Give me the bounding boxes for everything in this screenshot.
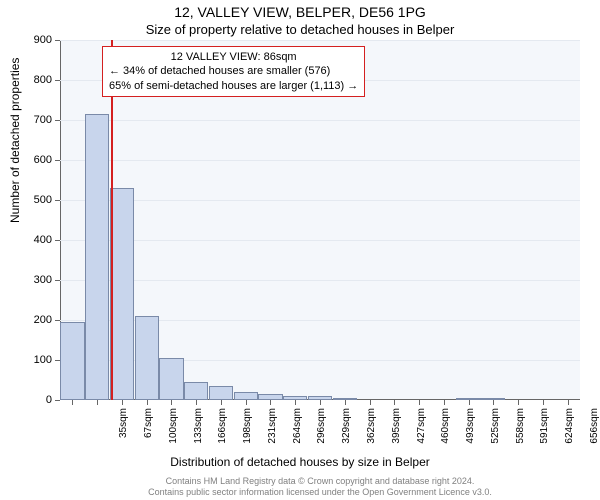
x-tick-label: 296sqm [316,408,327,458]
annotation-callout: 12 VALLEY VIEW: 86sqm← 34% of detached h… [102,46,365,97]
histogram-bar [159,358,183,400]
x-tick [320,400,321,405]
x-tick-label: 427sqm [416,408,427,458]
x-tick [270,400,271,405]
y-axis-label: Number of detached properties [8,58,22,223]
x-tick [221,400,222,405]
y-tick-label: 200 [34,314,52,326]
y-tick-label: 600 [34,154,52,166]
x-tick [171,400,172,405]
x-tick-label: 329sqm [341,408,352,458]
footer-attribution: Contains HM Land Registry data © Crown c… [60,476,580,498]
y-tick-label: 100 [34,354,52,366]
x-tick-label: 460sqm [440,408,451,458]
footer-line1: Contains HM Land Registry data © Crown c… [60,476,580,487]
chart-plot-area: 010020030040050060070080090035sqm67sqm10… [60,40,580,400]
gridline [60,240,580,241]
histogram-bar [60,322,84,400]
x-tick-label: 558sqm [515,408,526,458]
histogram-bar [85,114,109,400]
x-tick [370,400,371,405]
x-tick-label: 591sqm [539,408,550,458]
y-tick-label: 800 [34,74,52,86]
y-tick [55,400,60,401]
annotation-line: 65% of semi-detached houses are larger (… [109,79,358,93]
x-tick [469,400,470,405]
x-tick-label: 100sqm [168,408,179,458]
x-tick-label: 525sqm [490,408,501,458]
gridline [60,120,580,121]
y-tick-label: 400 [34,234,52,246]
y-tick [55,160,60,161]
annotation-line: 12 VALLEY VIEW: 86sqm [109,50,358,64]
x-tick [444,400,445,405]
gridline [60,40,580,41]
gridline [60,200,580,201]
x-tick-label: 133sqm [193,408,204,458]
y-tick-label: 300 [34,274,52,286]
x-tick [97,400,98,405]
x-tick [147,400,148,405]
histogram-bar [135,316,159,400]
x-tick [196,400,197,405]
x-tick [345,400,346,405]
x-tick [543,400,544,405]
x-axis-label: Distribution of detached houses by size … [0,455,600,469]
histogram-bar [209,386,233,400]
x-tick [246,400,247,405]
y-tick [55,280,60,281]
x-tick-label: 35sqm [118,408,129,458]
x-tick-label: 493sqm [465,408,476,458]
y-tick [55,240,60,241]
page-title: 12, VALLEY VIEW, BELPER, DE56 1PG [0,4,600,20]
x-tick-label: 198sqm [242,408,253,458]
x-tick [493,400,494,405]
y-tick-label: 700 [34,114,52,126]
annotation-line: ← 34% of detached houses are smaller (57… [109,64,358,78]
x-tick [568,400,569,405]
x-tick-label: 624sqm [564,408,575,458]
footer-line2: Contains public sector information licen… [60,487,580,498]
x-tick-label: 362sqm [366,408,377,458]
histogram-bar [110,188,134,400]
y-tick-label: 0 [46,394,52,406]
y-tick [55,40,60,41]
x-tick-label: 67sqm [143,408,154,458]
x-tick-label: 264sqm [292,408,303,458]
y-tick [55,80,60,81]
x-tick-label: 656sqm [589,408,600,458]
x-tick [518,400,519,405]
histogram-bar [184,382,208,400]
x-tick [394,400,395,405]
x-tick [295,400,296,405]
x-tick-label: 231sqm [267,408,278,458]
x-tick-label: 166sqm [217,408,228,458]
gridline [60,280,580,281]
y-tick-label: 900 [34,34,52,46]
y-tick [55,320,60,321]
x-tick-label: 395sqm [391,408,402,458]
page-subtitle: Size of property relative to detached ho… [0,22,600,37]
gridline [60,160,580,161]
y-tick [55,120,60,121]
x-tick [122,400,123,405]
y-tick [55,200,60,201]
y-tick-label: 500 [34,194,52,206]
histogram-bar [234,392,258,400]
x-tick [419,400,420,405]
x-tick [72,400,73,405]
